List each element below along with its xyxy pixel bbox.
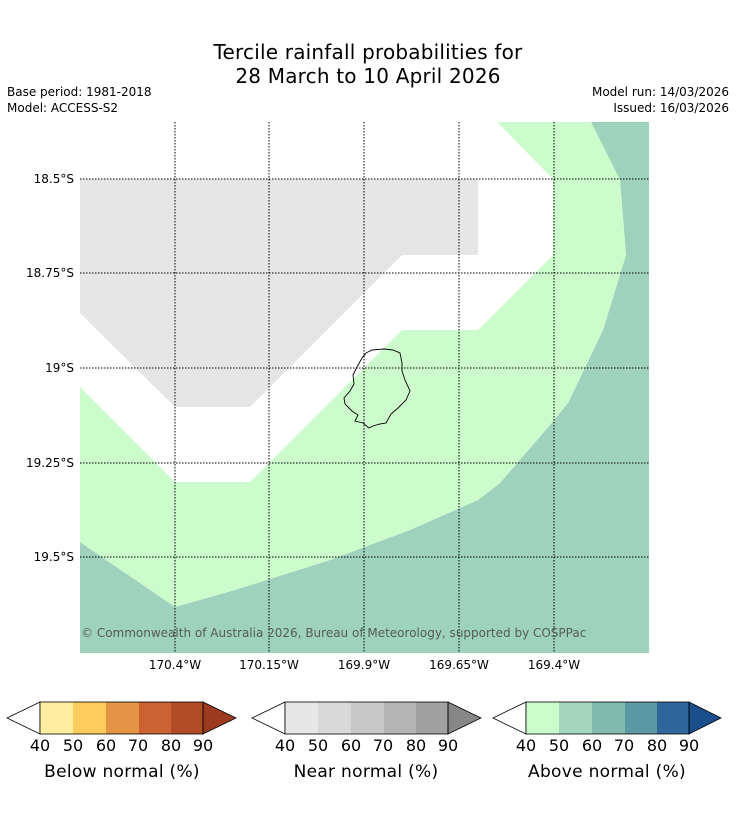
- colorbar-above-bin-70-80: [625, 702, 657, 734]
- colorbar-near-normal: [251, 701, 482, 735]
- above-tick-90: 90: [678, 736, 700, 755]
- below-tick-40: 40: [29, 736, 51, 755]
- above-tick-80: 80: [646, 736, 668, 755]
- near-tick-70: 70: [372, 736, 394, 755]
- lat-label-19-5: 19.5°S: [33, 550, 74, 564]
- near-tick-40: 40: [274, 736, 296, 755]
- base-period: Base period: 1981-2018: [7, 85, 152, 99]
- colorbar-above-bin-80-90: [657, 702, 689, 734]
- colorbar-above-bin-50-60: [559, 702, 592, 734]
- above-normal-label: Above normal (%): [528, 762, 686, 782]
- region-near-normal-40-50: [80, 179, 478, 407]
- colorbar-below-bin-50-60: [73, 702, 106, 734]
- colorbar-near-max-arrow: [447, 701, 482, 735]
- lat-label-18-75: 18.75°S: [26, 266, 74, 280]
- above-tick-40: 40: [515, 736, 537, 755]
- near-normal-label: Near normal (%): [293, 762, 439, 782]
- near-tick-50: 50: [307, 736, 329, 755]
- below-tick-90: 90: [192, 736, 214, 755]
- issued-date: Issued: 16/03/2026: [613, 101, 729, 115]
- colorbar-above-min-arrow: [492, 701, 527, 735]
- colorbar-below-max-arrow: [202, 701, 237, 735]
- colorbar-below-bin-40-50: [40, 702, 73, 734]
- above-tick-70: 70: [613, 736, 635, 755]
- region-above-normal-40-50: [80, 122, 626, 607]
- colorbar-near-bin-80-90: [416, 702, 448, 734]
- above-tick-60: 60: [581, 736, 603, 755]
- colorbar-above-max-arrow: [688, 701, 722, 735]
- colorbar-below-bin-60-70: [106, 702, 139, 734]
- lat-label-19: 19°S: [45, 361, 74, 375]
- below-tick-80: 80: [160, 736, 182, 755]
- graticule: [80, 122, 649, 653]
- colorbar-near-bin-50-60: [318, 702, 351, 734]
- lat-label-18-5: 18.5°S: [33, 172, 74, 186]
- copyright-notice: © Commonwealth of Australia 2026, Bureau…: [81, 626, 587, 640]
- colorbar-below-frame: [39, 701, 204, 735]
- near-tick-60: 60: [340, 736, 362, 755]
- below-tick-70: 70: [127, 736, 149, 755]
- lon-label-169-9: 169.9°W: [337, 658, 391, 672]
- title-line-1: Tercile rainfall probabilities for: [213, 40, 523, 64]
- lon-label-169-65: 169.65°W: [429, 658, 489, 672]
- below-tick-50: 50: [62, 736, 84, 755]
- region-above-normal-50-60: [80, 122, 649, 653]
- colorbar-below-bin-80-90: [171, 702, 203, 734]
- near-tick-80: 80: [405, 736, 427, 755]
- lon-label-170-4: 170.4°W: [148, 658, 202, 672]
- title-line-2: 28 March to 10 April 2026: [235, 64, 501, 88]
- island-outline: [343, 348, 411, 429]
- colorbar-below-bin-70-80: [139, 702, 171, 734]
- colorbar-near-bin-70-80: [384, 702, 416, 734]
- colorbar-above-normal: [492, 701, 722, 735]
- colorbar-near-bin-60-70: [351, 702, 384, 734]
- below-normal-label: Below normal (%): [44, 762, 200, 782]
- colorbar-above-frame: [525, 701, 690, 735]
- colorbar-below-min-arrow: [6, 701, 41, 735]
- colorbar-near-min-arrow: [251, 701, 286, 735]
- colorbar-above-bin-60-70: [592, 702, 625, 734]
- model-name: Model: ACCESS-S2: [7, 101, 119, 115]
- lon-label-169-4: 169.4°W: [527, 658, 581, 672]
- model-run: Model run: 14/03/2026: [591, 85, 729, 99]
- colorbar-above-bin-40-50: [526, 702, 559, 734]
- above-tick-50: 50: [548, 736, 570, 755]
- lat-label-19-25: 19.25°S: [26, 456, 74, 470]
- colorbar-near-bin-40-50: [285, 702, 318, 734]
- colorbar-below-normal: [6, 701, 237, 735]
- below-tick-60: 60: [95, 736, 117, 755]
- colorbar-near-frame: [284, 701, 449, 735]
- near-tick-90: 90: [437, 736, 459, 755]
- lon-label-170-15: 170.15°W: [239, 658, 299, 672]
